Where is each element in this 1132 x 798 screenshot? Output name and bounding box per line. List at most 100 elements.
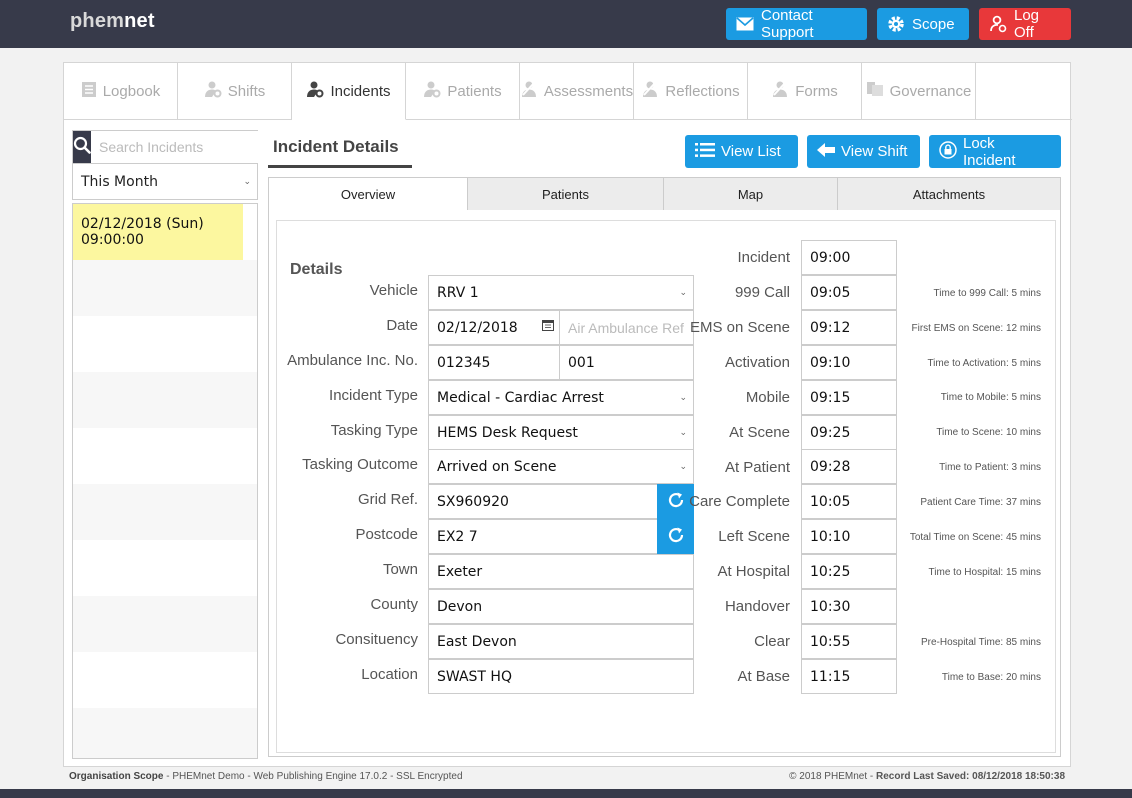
arrow-left-icon — [817, 142, 835, 162]
tab-logbook[interactable]: Logbook — [64, 63, 178, 120]
incident-list: 02/12/2018 (Sun) 09:00:00 — [72, 203, 258, 759]
town-input[interactable]: Exeter — [428, 554, 694, 589]
lock-incident-button[interactable]: Lock Incident — [929, 135, 1061, 169]
calendar-icon[interactable] — [542, 319, 554, 335]
time-note-at-base: Time to Base: 20 mins — [941, 672, 1041, 683]
tab-forms[interactable]: Forms — [748, 63, 862, 120]
ambulance-no-label: Ambulance Inc. No. — [287, 352, 418, 369]
tab-overview[interactable]: Overview — [268, 177, 468, 211]
list-item-empty — [73, 652, 257, 708]
time-label-at-hospital: At Hospital — [717, 563, 790, 580]
time-field-at-patient[interactable]: 09:28 — [801, 449, 897, 484]
time-label-at-scene: At Scene — [729, 424, 790, 441]
ambulance-no-input[interactable]: 012345 — [428, 345, 560, 380]
top-bar: phemnet Contact Support Scope Log Off — [0, 0, 1132, 48]
tab-shifts[interactable]: Shifts — [178, 63, 292, 120]
postcode-refresh-button[interactable] — [657, 519, 694, 554]
detail-tabs: Overview Patients Map Attachments — [268, 177, 1061, 211]
chevron-down-icon: ⌄ — [679, 427, 687, 438]
postcode-label: Postcode — [355, 526, 418, 543]
time-field-999-call[interactable]: 09:05 — [801, 275, 897, 310]
chevron-down-icon: ⌄ — [679, 287, 687, 298]
tasking-type-label: Tasking Type — [330, 422, 418, 439]
refresh-icon — [667, 491, 685, 513]
period-select[interactable]: This Month ⌄ — [72, 164, 258, 200]
patients-icon — [423, 80, 441, 102]
ambulance-suffix-input[interactable]: 001 — [559, 345, 694, 380]
tab-assessments[interactable]: Assessments — [520, 63, 634, 120]
log-off-button[interactable]: Log Off — [979, 7, 1071, 41]
incidents-icon — [306, 80, 324, 102]
gear-icon — [887, 15, 905, 33]
constituency-input[interactable]: East Devon — [428, 624, 694, 659]
list-item-empty — [73, 316, 257, 372]
tab-incidents[interactable]: Incidents — [292, 63, 406, 120]
view-shift-button[interactable]: View Shift — [807, 135, 920, 168]
grid-ref-input[interactable]: SX960920 — [428, 484, 658, 519]
forms-icon — [771, 80, 789, 102]
overview-panel: Details Vehicle Date Ambulance Inc. No. … — [268, 210, 1061, 757]
time-field-incident[interactable]: 09:00 — [801, 240, 897, 275]
time-field-care-complete[interactable]: 10:05 — [801, 484, 897, 519]
time-note-care-complete: Patient Care Time: 37 mins — [920, 497, 1041, 508]
time-field-at-hospital[interactable]: 10:25 — [801, 554, 897, 589]
vehicle-select[interactable]: RRV 1 ⌄ — [428, 275, 694, 310]
time-field-clear[interactable]: 10:55 — [801, 624, 897, 659]
time-field-ems-on-scene[interactable]: 09:12 — [801, 310, 897, 345]
incident-type-select[interactable]: Medical - Cardiac Arrest ⌄ — [428, 380, 694, 415]
vehicle-label: Vehicle — [369, 282, 418, 299]
app-logo[interactable]: phemnet — [70, 10, 155, 32]
date-field[interactable]: 02/12/2018 — [428, 310, 560, 345]
tab-attachments[interactable]: Attachments — [838, 177, 1061, 211]
list-item-empty — [73, 540, 257, 596]
main-tabs: Logbook Shifts Incidents Patients Assess… — [64, 63, 1072, 120]
list-item-empty — [73, 260, 257, 316]
contact-support-button[interactable]: Contact Support — [726, 7, 867, 41]
time-field-at-base[interactable]: 11:15 — [801, 659, 897, 694]
time-field-at-scene[interactable]: 09:25 — [801, 415, 897, 450]
tasking-outcome-select[interactable]: Arrived on Scene ⌄ — [428, 449, 694, 484]
list-item[interactable]: 02/12/2018 (Sun) 09:00:00 — [73, 204, 243, 260]
tab-patients-detail[interactable]: Patients — [468, 177, 664, 211]
grid-ref-label: Grid Ref. — [357, 491, 418, 508]
list-icon — [695, 142, 715, 162]
scope-button[interactable]: Scope — [877, 8, 969, 40]
location-input[interactable]: SWAST HQ — [428, 659, 694, 694]
list-item-empty — [73, 372, 257, 428]
time-label-at-patient: At Patient — [724, 459, 790, 476]
search-button[interactable] — [73, 131, 91, 163]
postcode-input[interactable]: EX2 7 — [428, 519, 658, 554]
grid-ref-refresh-button[interactable] — [657, 484, 694, 519]
time-field-mobile[interactable]: 09:15 — [801, 380, 897, 415]
time-note-activation: Time to Activation: 5 mins — [927, 358, 1041, 369]
section-title: Details — [290, 261, 343, 278]
time-note-at-patient: Time to Patient: 3 mins — [939, 462, 1041, 473]
envelope-icon — [736, 17, 754, 31]
incident-search — [72, 130, 280, 164]
shifts-icon — [204, 80, 222, 102]
title-underline — [268, 165, 412, 168]
location-label: Location — [361, 666, 418, 683]
time-note-at-hospital: Time to Hospital: 15 mins — [928, 567, 1041, 578]
time-label-handover: Handover — [724, 598, 790, 615]
tab-patients[interactable]: Patients — [406, 63, 520, 120]
time-label-clear: Clear — [754, 633, 790, 650]
tabs-filler — [976, 63, 1072, 120]
air-ambulance-ref-input[interactable]: Air Ambulance Ref — [559, 310, 694, 345]
time-field-activation[interactable]: 09:10 — [801, 345, 897, 380]
list-item-empty — [73, 596, 257, 652]
time-note-mobile: Time to Mobile: 5 mins — [940, 392, 1041, 403]
county-input[interactable]: Devon — [428, 589, 694, 624]
time-field-handover[interactable]: 10:30 — [801, 589, 897, 624]
time-label-activation: Activation — [724, 354, 790, 371]
list-item-empty — [73, 708, 257, 758]
time-field-left-scene[interactable]: 10:10 — [801, 519, 897, 554]
time-label-left-scene: Left Scene — [718, 528, 790, 545]
tasking-type-select[interactable]: HEMS Desk Request ⌄ — [428, 415, 694, 450]
view-list-button[interactable]: View List — [685, 135, 798, 168]
search-input[interactable] — [91, 131, 280, 163]
page-title: Incident Details — [273, 137, 399, 156]
tab-map[interactable]: Map — [664, 177, 838, 211]
tab-reflections[interactable]: Reflections — [634, 63, 748, 120]
tab-governance[interactable]: Governance — [862, 63, 976, 120]
